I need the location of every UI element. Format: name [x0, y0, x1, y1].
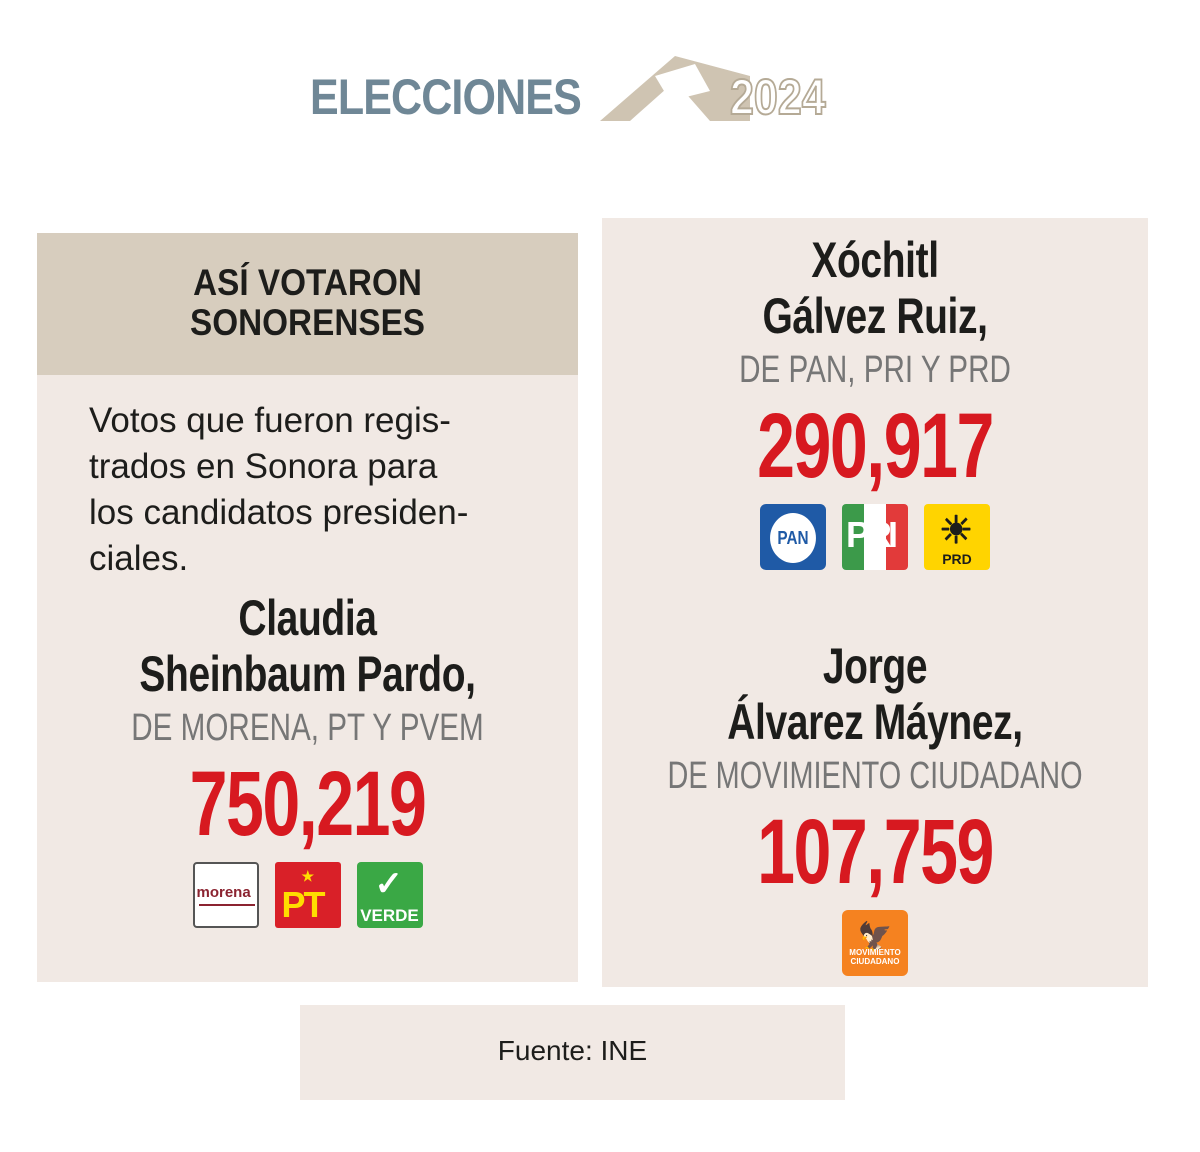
- party-logos: PAN PRI ☀ PRD: [602, 504, 1148, 570]
- candidate-votes: 107,759: [757, 801, 994, 903]
- right-panel: [602, 218, 1148, 987]
- candidate-galvez: Xóchitl Gálvez Ruiz, DE PAN, PRI Y PRD 2…: [602, 232, 1148, 570]
- candidate-name: Jorge Álvarez Máynez,: [727, 638, 1023, 750]
- prd-logo: ☀ PRD: [924, 504, 990, 570]
- candidate-name: Xóchitl Gálvez Ruiz,: [762, 232, 988, 344]
- header: ELECCIONES 2024: [300, 40, 900, 140]
- candidate-parties: DE MOVIMIENTO CIUDADANO: [667, 755, 1083, 797]
- ballot-box-icon: [600, 56, 750, 121]
- movimiento-ciudadano-logo: 🦅 MOVIMIENTO CIUDADANO: [842, 910, 908, 976]
- source-text: Fuente: INE: [497, 1035, 648, 1066]
- header-year: 2024: [729, 68, 826, 126]
- left-panel: ASÍ VOTARON SONORENSES Votos que fueron …: [37, 233, 578, 982]
- candidate-alvarez: Jorge Álvarez Máynez, DE MOVIMIENTO CIUD…: [602, 638, 1148, 976]
- candidate-name: Claudia Sheinbaum Pardo,: [139, 590, 476, 702]
- candidate-parties: DE PAN, PRI Y PRD: [739, 349, 1011, 391]
- pt-logo: ★ PT: [274, 862, 341, 928]
- candidate-votes: 290,917: [757, 395, 994, 497]
- source-box: Fuente: INE: [300, 1005, 845, 1100]
- candidate-sheinbaum: Claudia Sheinbaum Pardo, DE MORENA, PT Y…: [37, 590, 578, 928]
- candidate-parties: DE MORENA, PT Y PVEM: [131, 707, 484, 749]
- section-title: ASÍ VOTARON SONORENSES: [189, 262, 426, 343]
- intro-text: Votos que fueron regis- trados en Sonora…: [89, 401, 469, 578]
- party-logos: 🦅 MOVIMIENTO CIUDADANO: [602, 910, 1148, 976]
- verde-logo: ✓ VERDE: [356, 862, 423, 928]
- title-box: ASÍ VOTARON SONORENSES: [37, 233, 578, 375]
- party-logos: morena ★ PT ✓ VERDE: [37, 862, 578, 928]
- candidate-votes: 750,219: [189, 753, 427, 855]
- header-title: ELECCIONES: [310, 69, 582, 125]
- pri-logo: PRI: [842, 504, 908, 570]
- pan-logo: PAN: [760, 504, 826, 570]
- morena-logo: morena: [192, 862, 259, 928]
